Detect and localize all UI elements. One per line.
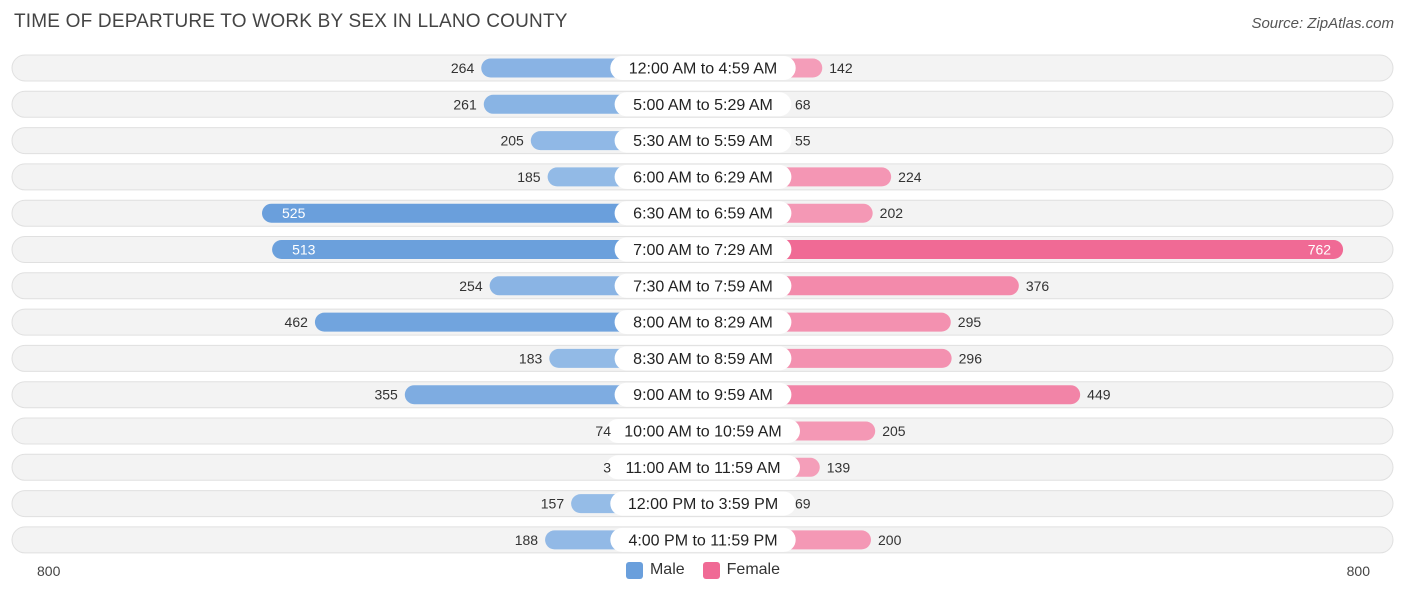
row-12: 12:00 PM to 3:59 PM 157 69 [11, 490, 1394, 518]
category-pill [614, 273, 792, 298]
value-label-male: 185 [517, 169, 541, 185]
value-label-female: 68 [795, 96, 811, 112]
legend: Male Female [0, 561, 1406, 579]
value-label-male: 264 [451, 60, 475, 76]
category-pill [606, 419, 800, 443]
row-4: 6:30 AM to 6:59 AM 525 202 [11, 199, 1394, 227]
bar-male [272, 240, 703, 259]
category-label: 8:00 AM to 8:29 AM [633, 315, 773, 332]
row-13: 4:00 PM to 11:59 PM 188 200 [11, 526, 1394, 554]
row-8: 8:30 AM to 8:59 AM 183 296 [11, 344, 1394, 372]
value-label-female: 376 [1026, 278, 1050, 294]
bar-male [314, 312, 703, 332]
value-label-male: 183 [519, 350, 543, 366]
axis-label-right: 800 [1346, 563, 1370, 579]
category-label: 7:00 AM to 7:29 AM [633, 242, 773, 259]
source-note: Source: ZipAtlas.com [1251, 15, 1394, 32]
value-label-male: 157 [541, 496, 565, 512]
bar-female [703, 240, 1344, 259]
axis-label-left: 800 [37, 563, 61, 579]
value-label-female: 69 [795, 496, 811, 512]
legend-item-female[interactable]: Female [702, 561, 781, 579]
bar-female [703, 385, 1081, 405]
row-10: 10:00 AM to 10:59 AM 74 205 [11, 417, 1394, 445]
category-label: 6:30 AM to 6:59 AM [633, 206, 773, 223]
category-label: 8:30 AM to 8:59 AM [633, 351, 773, 368]
category-label: 12:00 AM to 4:59 AM [629, 61, 778, 78]
category-label: 7:30 AM to 7:59 AM [633, 278, 773, 295]
category-pill [610, 491, 796, 516]
category-pill [614, 92, 792, 117]
value-label-female: 762 [1308, 242, 1332, 258]
legend-label-male: Male [649, 561, 685, 578]
category-pill [614, 164, 792, 189]
value-label-male: 74 [595, 423, 611, 439]
chart-canvas: 12:00 AM to 4:59 AM 264 142 5:00 AM to 5:29… [11, 54, 1394, 554]
row-0: 12:00 AM to 4:59 AM 264 142 [11, 54, 1394, 82]
category-pill [614, 310, 792, 335]
value-label-female: 55 [795, 133, 811, 149]
legend-swatch-female [702, 561, 720, 579]
category-label: 9:00 AM to 9:59 AM [633, 387, 773, 404]
category-pill [614, 382, 792, 407]
value-label-male: 261 [453, 96, 477, 112]
row-11: 11:00 AM to 11:59 AM 3 139 [11, 453, 1394, 481]
value-label-male: 188 [515, 532, 539, 548]
value-label-female: 200 [878, 532, 902, 548]
category-label: 5:00 AM to 5:29 AM [633, 97, 773, 114]
category-label: 11:00 AM to 11:59 AM [625, 460, 780, 477]
category-pill [614, 128, 792, 153]
row-3: 6:00 AM to 6:29 AM 185 224 [11, 163, 1394, 191]
category-pill [606, 455, 800, 480]
bar-male [262, 203, 703, 223]
legend-label-female: Female [726, 561, 781, 578]
value-label-female: 205 [882, 423, 906, 439]
value-label-male: 525 [282, 205, 306, 221]
category-pill [610, 56, 796, 80]
category-pill [610, 527, 796, 552]
category-pill [614, 237, 792, 262]
category-pill [614, 201, 792, 226]
value-label-male: 205 [500, 133, 524, 149]
legend-swatch-male [625, 561, 643, 579]
category-label: 5:30 AM to 5:59 AM [633, 133, 773, 150]
category-label: 10:00 AM to 10:59 AM [624, 424, 781, 441]
row-5: 7:00 AM to 7:29 AM 513 762 [11, 236, 1394, 263]
value-label-male: 3 [603, 459, 611, 475]
legend-item-male[interactable]: Male [625, 561, 685, 579]
value-label-female: 142 [829, 60, 853, 76]
value-label-male: 513 [292, 242, 316, 258]
row-6: 7:30 AM to 7:59 AM 254 376 [11, 272, 1394, 300]
chart-title: TIME OF DEPARTURE TO WORK BY SEX IN LLAN… [14, 11, 568, 32]
category-pill [614, 346, 792, 371]
value-label-female: 224 [898, 169, 922, 185]
value-label-female: 449 [1087, 387, 1111, 403]
category-label: 4:00 PM to 11:59 PM [628, 532, 777, 549]
value-label-female: 139 [827, 459, 851, 475]
row-7: 8:00 AM to 8:29 AM 462 295 [11, 308, 1394, 336]
category-label: 6:00 AM to 6:29 AM [633, 169, 773, 186]
value-label-male: 462 [285, 314, 309, 330]
value-label-female: 296 [959, 350, 983, 366]
value-label-male: 254 [459, 278, 483, 294]
row-2: 5:30 AM to 5:59 AM 205 55 [11, 127, 1394, 155]
row-1: 5:00 AM to 5:29 AM 261 68 [11, 90, 1394, 118]
category-label: 12:00 PM to 3:59 PM [628, 496, 778, 513]
row-9: 9:00 AM to 9:59 AM 355 449 [11, 381, 1394, 409]
value-label-female: 295 [958, 314, 982, 330]
value-label-female: 202 [880, 205, 904, 221]
value-label-male: 355 [374, 387, 398, 403]
